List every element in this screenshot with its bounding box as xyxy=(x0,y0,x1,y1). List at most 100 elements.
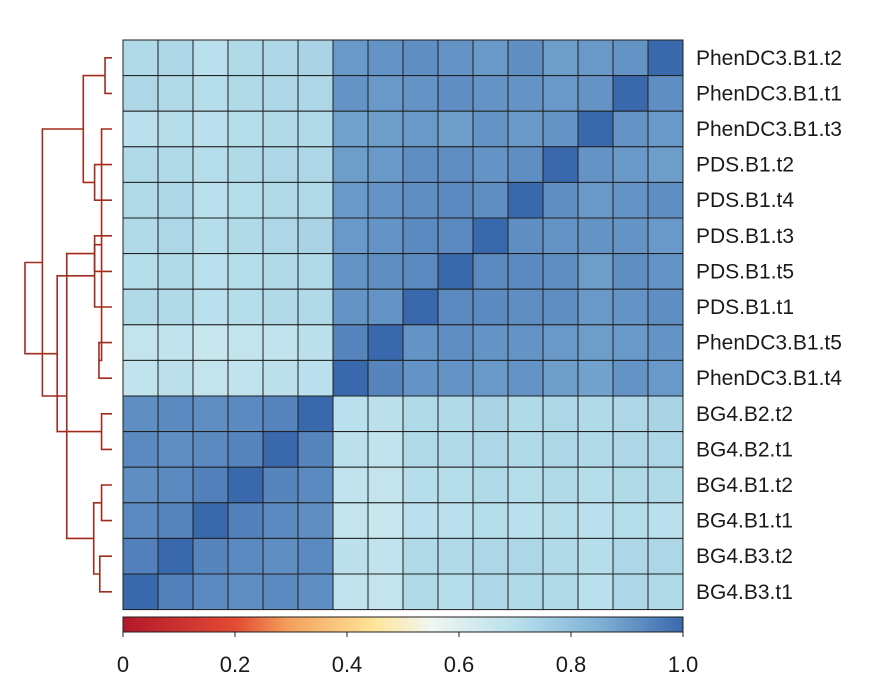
heatmap-cell xyxy=(612,431,649,468)
heatmap-cell xyxy=(297,395,334,433)
heatmap-cell xyxy=(122,217,159,255)
row-label: PhenDC3.B1.t1 xyxy=(696,82,842,105)
heatmap-cell xyxy=(157,502,194,539)
colorbar-tick-label: 0.6 xyxy=(444,652,475,676)
heatmap-cell xyxy=(297,288,334,326)
row-label: PDS.B1.t5 xyxy=(696,260,794,283)
heatmap-cell xyxy=(577,537,614,575)
heatmap-cell xyxy=(157,324,194,361)
row-label: PDS.B1.t3 xyxy=(696,225,794,248)
dendrogram-branch xyxy=(65,252,95,540)
heatmap-cell xyxy=(367,110,404,148)
heatmap-cell xyxy=(262,75,299,112)
heatmap-cell xyxy=(437,288,474,326)
heatmap-cell xyxy=(647,324,684,361)
heatmap-cell xyxy=(297,502,334,539)
row-dendrogram xyxy=(24,57,112,593)
heatmap-cell xyxy=(647,39,684,77)
row-label: BG4.B2.t1 xyxy=(696,438,793,461)
heatmap-cell xyxy=(192,288,229,326)
heatmap-cell xyxy=(192,39,229,77)
heatmap-cell xyxy=(507,39,544,77)
heatmap-cell xyxy=(472,110,509,148)
heatmap-cell xyxy=(402,573,439,611)
heatmap-cell xyxy=(647,110,684,148)
heatmap-cell xyxy=(297,253,334,290)
row-labels: PhenDC3.B1.t2 PhenDC3.B1.t1 PhenDC3.B1.t3 P… xyxy=(696,47,842,604)
heatmap-cell xyxy=(227,181,264,219)
heatmap-cell xyxy=(367,573,404,611)
row-label: BG4.B3.t2 xyxy=(696,545,793,568)
heatmap-cell xyxy=(367,466,404,504)
heatmap-cell xyxy=(472,181,509,219)
heatmap-cell xyxy=(367,324,404,361)
heatmap-cell xyxy=(332,253,369,290)
heatmap-cell xyxy=(297,537,334,575)
heatmap-cell xyxy=(192,466,229,504)
heatmap-cell xyxy=(157,537,194,575)
heatmap-cell xyxy=(332,75,369,112)
heatmap-cell xyxy=(647,573,684,611)
row-label: BG4.B1.t2 xyxy=(696,474,793,497)
heatmap-cell xyxy=(647,146,684,183)
heatmap-cell xyxy=(122,359,159,397)
row-label: PDS.B1.t1 xyxy=(696,296,794,319)
heatmap-cell xyxy=(192,146,229,183)
heatmap-cell xyxy=(612,146,649,183)
heatmap-cell xyxy=(472,288,509,326)
row-label: PhenDC3.B1.t3 xyxy=(696,118,842,141)
heatmap-cell xyxy=(402,359,439,397)
heatmap-cell xyxy=(612,110,649,148)
heatmap-cell xyxy=(332,466,369,504)
heatmap-cell xyxy=(262,431,299,468)
heatmap-cell xyxy=(647,75,684,112)
heatmap-cell xyxy=(297,573,334,611)
heatmap-cell xyxy=(192,431,229,468)
heatmap-cell xyxy=(647,253,684,290)
heatmap-cell xyxy=(332,324,369,361)
heatmap-cell xyxy=(472,324,509,361)
heatmap-cell xyxy=(297,359,334,397)
heatmap-cell xyxy=(577,431,614,468)
heatmap-cell xyxy=(227,146,264,183)
heatmap-cell xyxy=(157,466,194,504)
heatmap-cell xyxy=(262,39,299,77)
heatmap-cell xyxy=(122,288,159,326)
heatmap-cell xyxy=(647,288,684,326)
heatmap-cell xyxy=(647,359,684,397)
heatmap-cell xyxy=(612,253,649,290)
heatmap-cell xyxy=(192,110,229,148)
heatmap-cell xyxy=(647,217,684,255)
heatmap-cell xyxy=(542,217,579,255)
heatmap-cell xyxy=(647,431,684,468)
heatmap-cell xyxy=(122,466,159,504)
heatmap-cell xyxy=(507,359,544,397)
heatmap-cell xyxy=(542,75,579,112)
heatmap-cell xyxy=(332,395,369,433)
heatmap-cell xyxy=(402,146,439,183)
heatmap-cell xyxy=(332,146,369,183)
heatmap-cell xyxy=(542,288,579,326)
heatmap-cell xyxy=(507,502,544,539)
heatmap-cell xyxy=(612,502,649,539)
heatmap-cell xyxy=(367,75,404,112)
heatmap-cell xyxy=(542,253,579,290)
heatmap-cell xyxy=(402,217,439,255)
heatmap-cell xyxy=(157,395,194,433)
heatmap-cell xyxy=(472,573,509,611)
heatmap-cell xyxy=(227,573,264,611)
heatmap-cell xyxy=(262,466,299,504)
heatmap-cell xyxy=(647,502,684,539)
heatmap-cell xyxy=(262,502,299,539)
heatmap-cell xyxy=(227,466,264,504)
heatmap-cell xyxy=(262,359,299,397)
heatmap-cell xyxy=(472,217,509,255)
heatmap-cell xyxy=(192,502,229,539)
heatmap-cell xyxy=(507,75,544,112)
heatmap-cell xyxy=(262,146,299,183)
heatmap-cell xyxy=(262,324,299,361)
heatmap-cell xyxy=(122,110,159,148)
heatmap-cell xyxy=(192,359,229,397)
heatmap-cell xyxy=(297,324,334,361)
heatmap-cell xyxy=(577,146,614,183)
